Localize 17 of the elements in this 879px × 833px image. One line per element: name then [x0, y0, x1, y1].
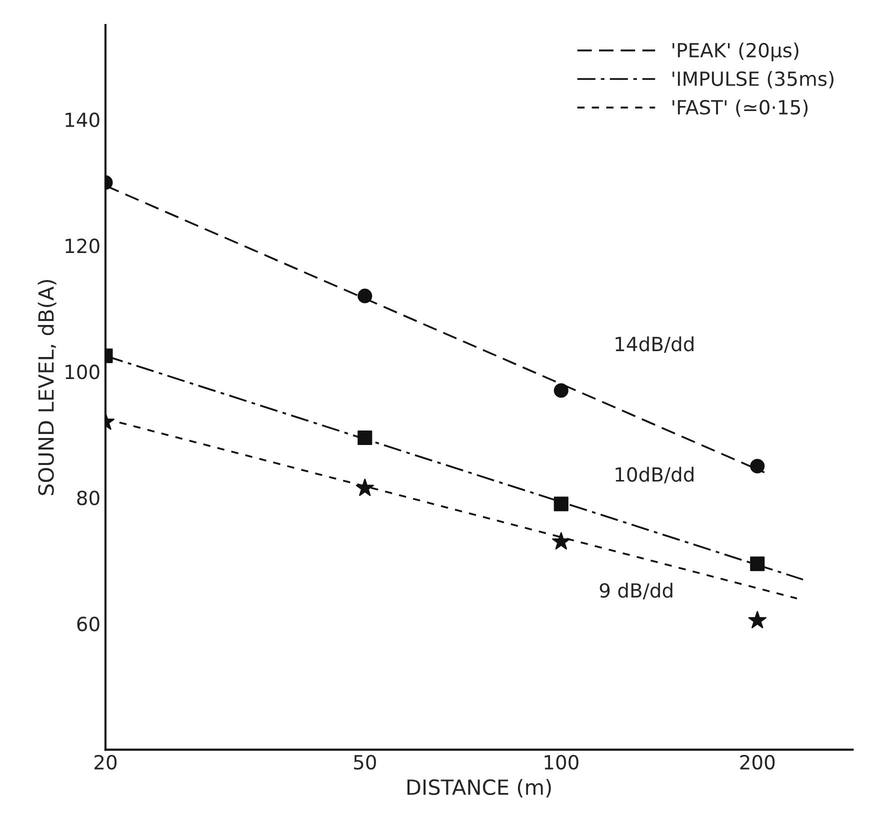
y-tick-label: 60 [77, 616, 100, 632]
x-axis-title: DISTANCE (m) [407, 778, 551, 798]
y-axis-title: SOUND LEVEL, dB(A) [38, 280, 56, 496]
legend-label: 'FAST' (≃0·15) [672, 100, 808, 117]
x-tick-label: 100 [544, 754, 578, 770]
annotation: 9 dB/dd [600, 582, 672, 600]
annotation: 14dB/dd [616, 336, 694, 353]
y-tick-label: 120 [66, 238, 100, 254]
x-tick-label: 200 [740, 754, 775, 770]
legend-label: 'IMPULSE (35ms) [672, 71, 834, 88]
y-tick-label: 80 [77, 490, 100, 506]
legend-label: 'PEAK' (20µs) [672, 42, 798, 62]
y-tick-label: 140 [66, 112, 100, 128]
annotation: 10dB/dd [616, 466, 694, 484]
x-tick-label: 50 [354, 754, 376, 770]
y-tick-label: 100 [66, 364, 100, 380]
x-tick-label: 20 [94, 754, 117, 770]
